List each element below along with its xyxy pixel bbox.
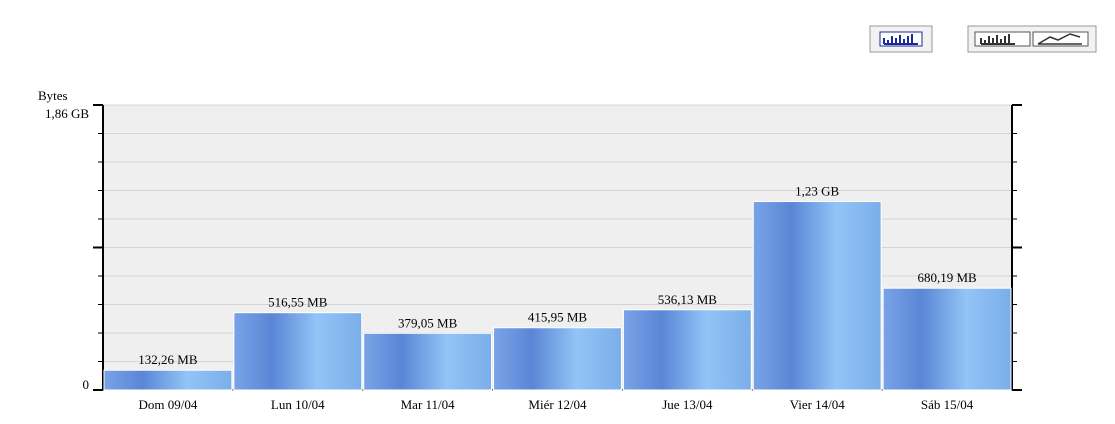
bar-icon-glyph <box>883 34 918 45</box>
bar <box>622 309 752 391</box>
bar <box>882 287 1012 391</box>
data-label: 379,05 MB <box>398 315 458 330</box>
x-tick-label: Jue 13/04 <box>662 397 713 412</box>
x-tick-label: Miér 12/04 <box>528 397 587 412</box>
x-tick-label: Vier 14/04 <box>790 397 846 412</box>
data-label: 536,13 MB <box>658 292 718 307</box>
data-label: 1,23 GB <box>795 184 839 199</box>
bar <box>103 369 233 391</box>
x-tick-label: Lun 10/04 <box>271 397 325 412</box>
bar <box>233 312 363 391</box>
x-tick-label: Sáb 15/04 <box>921 397 974 412</box>
x-tick-label: Mar 11/04 <box>401 397 456 412</box>
view-toolbar <box>869 25 1097 53</box>
bar <box>493 327 622 391</box>
data-label: 680,19 MB <box>917 270 977 285</box>
bar-alt-glyph <box>980 34 1015 45</box>
y-tick-label: 1,86 GB <box>45 106 89 121</box>
y-axis-title: Bytes <box>38 88 68 103</box>
line-glyph <box>1037 33 1082 45</box>
data-label: 132,26 MB <box>138 352 198 367</box>
bar <box>752 201 882 391</box>
data-label: 516,55 MB <box>268 295 328 310</box>
x-tick-label: Dom 09/04 <box>138 397 197 412</box>
bar <box>363 332 493 391</box>
data-label: 415,95 MB <box>528 310 588 325</box>
y-tick-label: 0 <box>83 377 90 392</box>
